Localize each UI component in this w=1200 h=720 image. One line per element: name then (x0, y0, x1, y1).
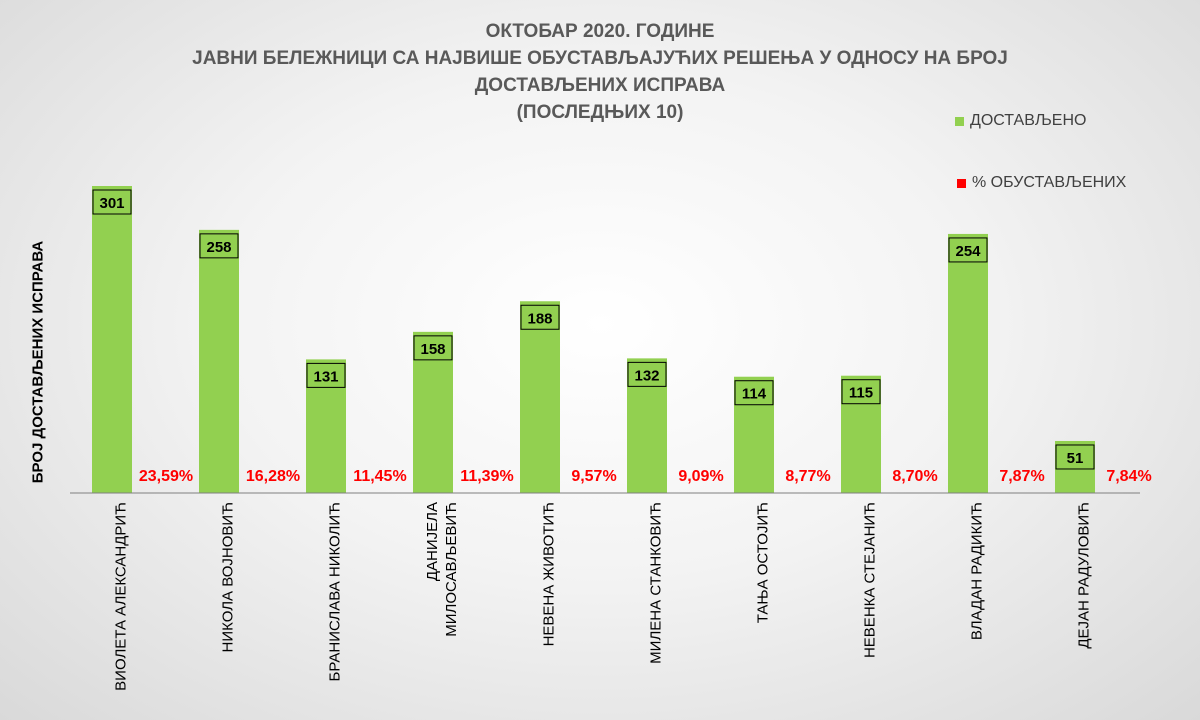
legend-swatch-delivered (955, 116, 964, 126)
x-tick-label: НИКОЛА ВОЈНОВИЋ (219, 502, 236, 652)
x-tick-label: ТАЊА ОСТОЈИЋ (754, 502, 771, 623)
bar-value-label: 131 (313, 368, 338, 385)
bar-value-label-box (306, 362, 346, 388)
percent-label: 9,09% (678, 468, 723, 485)
bar-value-label-box (199, 233, 239, 259)
bar-value-label: 132 (634, 367, 659, 384)
bar-value-label: 158 (420, 341, 445, 358)
legend-swatch-percent (957, 178, 966, 188)
x-tick-label: ВЛАДАН РАДИКИЋ (968, 502, 985, 640)
title-line-3: ДОСТАВЉЕНИХ ИСПРАВА (474, 75, 726, 96)
bar-value-label-box (734, 380, 774, 406)
x-tick-label: ДАНИЈЕЛА (424, 502, 441, 581)
x-tick-label: МИЛЕНА СТАНКОВИЋ (647, 502, 664, 664)
chart-title: ОКТОБАР 2020. ГОДИНЕ ЈАВНИ БЕЛЕЖНИЦИ СА … (0, 18, 1200, 126)
bar-value-label-box (520, 304, 560, 330)
x-tick-label: НЕВЕНА ЖИВОТИЋ (540, 502, 557, 646)
x-tick-label: ДЕЈАН РАДУЛОВИЋ (1075, 502, 1092, 649)
percent-label: 8,77% (785, 468, 830, 485)
bar (520, 301, 560, 493)
bar-value-label: 188 (527, 310, 552, 327)
bar-value-label: 254 (955, 243, 981, 260)
percent-label: 7,87% (999, 468, 1044, 485)
bar-value-label: 258 (206, 239, 231, 256)
bar-value-label: 114 (742, 386, 767, 403)
title-line-1: ОКТОБАР 2020. ГОДИНЕ (485, 21, 715, 42)
bar (92, 186, 132, 493)
percent-label: 7,84% (1106, 468, 1151, 485)
percent-label: 11,45% (353, 468, 406, 485)
percent-label: 23,59% (139, 468, 193, 485)
bar-value-label: 51 (1067, 450, 1084, 467)
x-tick-label: ВИОЛЕТА АЛЕКСАНДРИЋ (112, 502, 129, 691)
bar (948, 233, 988, 493)
title-line-4: (ПОСЛЕДЊИХ 10) (516, 102, 684, 123)
percent-label: 16,28% (246, 468, 300, 485)
bar-value-label-box (948, 237, 988, 263)
legend-item-percent: % ОБУСТАВЉЕНИХ (957, 174, 1126, 192)
percent-label: 11,39% (460, 468, 513, 485)
percent-label: 9,57% (571, 468, 616, 485)
x-tick-label: БРАНИСЛАВА НИКОЛИЋ (326, 502, 343, 681)
x-tick-label: МИЛОСАВЉЕВИЋ (443, 502, 460, 637)
bar-value-label-box (1055, 444, 1095, 470)
bar-value-label: 301 (99, 195, 124, 212)
bar-value-label-box (627, 361, 667, 387)
bar-value-label: 115 (849, 385, 873, 402)
bar-value-label-box (413, 335, 453, 361)
percent-label: 8,70% (892, 468, 937, 485)
legend-item-delivered: ДОСТАВЉЕНО (955, 112, 1086, 130)
bar-value-label-box (841, 379, 881, 405)
bar (199, 229, 239, 493)
legend-label-delivered: ДОСТАВЉЕНО (970, 112, 1087, 129)
bar-value-label-box (92, 189, 132, 215)
legend-label-percent: % ОБУСТАВЉЕНИХ (972, 174, 1127, 191)
title-line-2: ЈАВНИ БЕЛЕЖНИЦИ СА НАЈВИШЕ ОБУСТАВЉАЈУЋИ… (192, 48, 1008, 69)
x-tick-label: НЕВЕНКА СТЕЈАНИЋ (861, 502, 878, 658)
